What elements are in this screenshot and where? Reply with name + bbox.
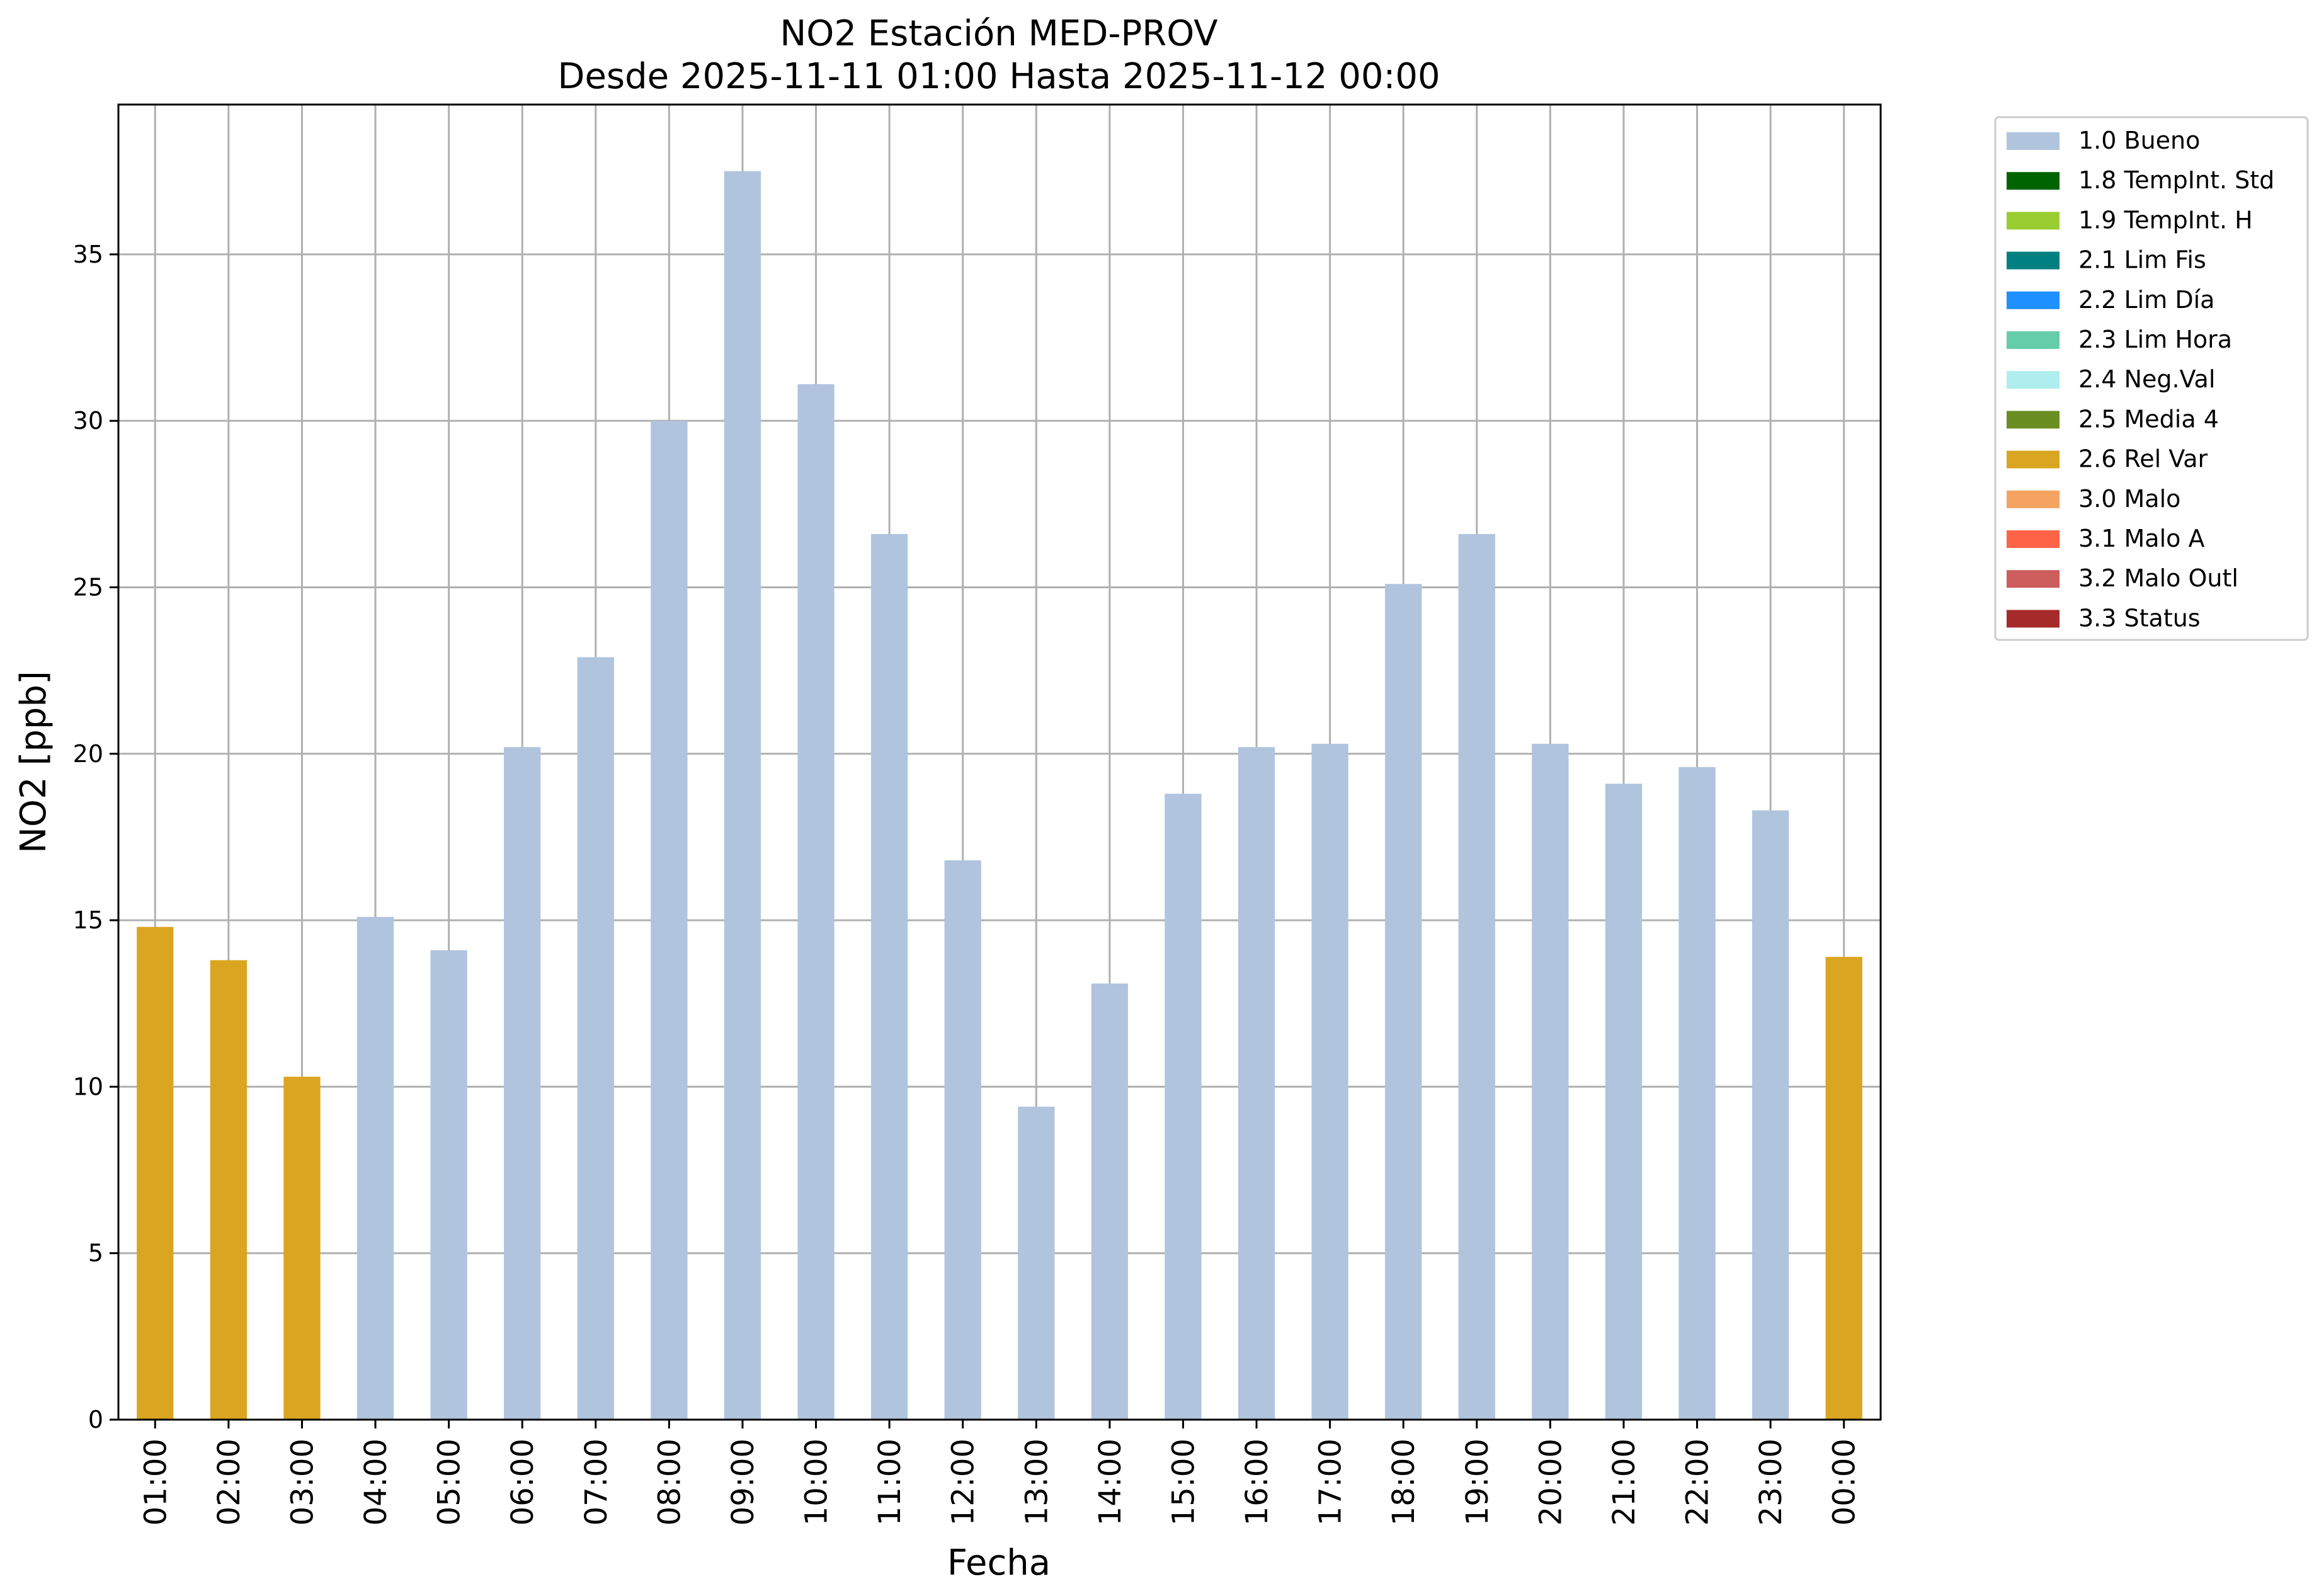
legend-label: 1.0 Bueno xyxy=(2078,127,2200,154)
x-tick-label: 08:00 xyxy=(652,1439,687,1525)
bar-13:00 xyxy=(1018,1107,1055,1420)
x-tick-label: 00:00 xyxy=(1827,1439,1862,1525)
x-tick-label: 10:00 xyxy=(799,1439,835,1525)
x-tick-label: 17:00 xyxy=(1313,1439,1348,1525)
x-tick-label: 07:00 xyxy=(579,1439,614,1525)
bar-10:00 xyxy=(797,384,835,1420)
x-tick-label: 19:00 xyxy=(1460,1439,1495,1525)
x-axis-label: Fecha xyxy=(947,1542,1051,1583)
bar-00:00 xyxy=(1825,957,1862,1420)
legend-swatch xyxy=(2007,490,2060,508)
legend-box xyxy=(1994,116,2309,641)
bar-08:00 xyxy=(651,421,688,1420)
x-tick-label: 13:00 xyxy=(1019,1439,1054,1525)
bar-02:00 xyxy=(210,960,248,1420)
bar-07:00 xyxy=(577,657,614,1420)
legend: 1.0 Bueno 1.8 TempInt. Std 1.9 TempInt. H 2… xyxy=(1994,116,2309,641)
legend-label: 3.0 Malo xyxy=(2078,485,2180,513)
legend-swatch xyxy=(2007,371,2060,389)
x-tick-label: 21:00 xyxy=(1607,1439,1642,1525)
chart-subtitle: Desde 2025-11-11 01:00 Hasta 2025-11-12 … xyxy=(557,56,1440,97)
bar-12:00 xyxy=(944,860,981,1420)
legend-swatch xyxy=(2007,530,2060,548)
y-axis-ticks: 0 5 10 15 20 25 30 35 xyxy=(73,241,118,1434)
x-tick-label: 20:00 xyxy=(1533,1439,1568,1525)
bar-04:00 xyxy=(356,916,394,1420)
legend-swatch xyxy=(2007,331,2060,349)
bar-19:00 xyxy=(1458,533,1495,1420)
x-tick-label: 16:00 xyxy=(1239,1439,1275,1525)
legend-swatch xyxy=(2007,450,2060,469)
legend-label: 3.3 Status xyxy=(2078,604,2201,632)
bar-03:00 xyxy=(283,1076,321,1420)
y-tick-label: 0 xyxy=(88,1406,103,1434)
legend-label: 2.3 Lim Hora xyxy=(2078,326,2232,353)
y-tick-label: 5 xyxy=(88,1240,103,1267)
bar-23:00 xyxy=(1752,810,1789,1420)
x-axis-ticks: 01:00 02:00 03:00 04:00 05:00 06:00 07:00 08:00… xyxy=(138,1420,1862,1525)
bar-05:00 xyxy=(430,950,467,1420)
legend-swatch xyxy=(2007,172,2060,190)
legend-swatch xyxy=(2007,570,2060,588)
bar-01:00 xyxy=(137,926,174,1420)
x-tick-label: 11:00 xyxy=(872,1439,908,1525)
bar-17:00 xyxy=(1311,743,1348,1420)
x-tick-label: 12:00 xyxy=(946,1439,981,1525)
legend-label: 3.2 Malo Outl xyxy=(2078,564,2238,592)
bar-21:00 xyxy=(1605,784,1643,1420)
x-tick-label: 22:00 xyxy=(1680,1439,1716,1525)
y-tick-label: 35 xyxy=(73,241,103,268)
x-tick-label: 06:00 xyxy=(505,1439,540,1525)
bar-15:00 xyxy=(1165,794,1202,1420)
bar-09:00 xyxy=(724,171,761,1420)
x-tick-label: 02:00 xyxy=(212,1439,247,1525)
legend-swatch xyxy=(2007,610,2060,628)
bar-14:00 xyxy=(1091,983,1129,1420)
legend-swatch xyxy=(2007,212,2060,230)
x-tick-label: 04:00 xyxy=(358,1439,394,1525)
x-tick-label: 18:00 xyxy=(1386,1439,1422,1525)
bar-16:00 xyxy=(1238,747,1275,1420)
legend-label: 1.9 TempInt. H xyxy=(2078,206,2253,234)
x-tick-label: 23:00 xyxy=(1753,1439,1789,1525)
legend-label: 3.1 Malo A xyxy=(2078,525,2204,552)
x-tick-label: 01:00 xyxy=(138,1439,173,1525)
legend-swatch xyxy=(2007,251,2060,270)
y-axis-label: NO2 [ppb] xyxy=(13,671,54,853)
bar-20:00 xyxy=(1532,743,1569,1420)
x-tick-label: 05:00 xyxy=(432,1439,467,1525)
legend-swatch xyxy=(2007,132,2060,150)
y-tick-label: 15 xyxy=(73,906,103,934)
x-tick-label: 14:00 xyxy=(1093,1439,1128,1525)
legend-swatch xyxy=(2007,291,2060,309)
y-tick-label: 10 xyxy=(73,1073,103,1100)
bar-18:00 xyxy=(1385,584,1422,1420)
legend-label: 2.6 Rel Var xyxy=(2078,445,2208,473)
x-tick-label: 09:00 xyxy=(726,1439,761,1525)
y-tick-label: 30 xyxy=(73,407,103,435)
chart-title: NO2 Estación MED-PROV xyxy=(780,13,1217,54)
plot-frame xyxy=(117,103,1882,1421)
legend-label: 2.4 Neg.Val xyxy=(2078,365,2215,393)
bar-22:00 xyxy=(1678,767,1716,1420)
legend-label: 1.8 TempInt. Std xyxy=(2078,166,2274,194)
bar-11:00 xyxy=(870,533,908,1420)
legend-swatch xyxy=(2007,411,2060,429)
legend-label: 2.1 Lim Fis xyxy=(2078,246,2206,274)
y-tick-label: 20 xyxy=(73,740,103,768)
legend-label: 2.5 Media 4 xyxy=(2078,405,2219,433)
x-tick-label: 15:00 xyxy=(1166,1439,1201,1525)
bars xyxy=(137,171,1862,1420)
x-tick-label: 03:00 xyxy=(285,1439,320,1525)
bar-06:00 xyxy=(504,747,541,1420)
legend-label: 2.2 Lim Día xyxy=(2078,286,2214,314)
y-tick-label: 25 xyxy=(73,573,103,601)
